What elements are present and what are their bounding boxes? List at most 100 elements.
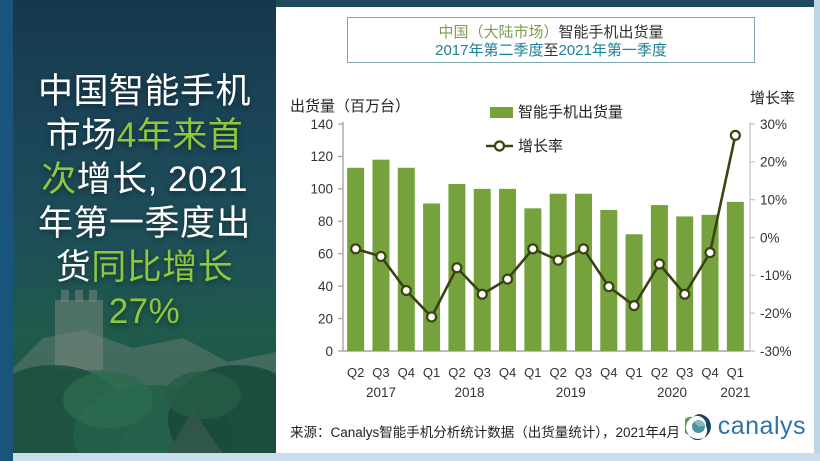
growth-marker-Q1 [425,311,438,323]
growth-marker-Q1 [729,129,741,141]
chart-title-line2: 2017年第二季度至2021年第一季度 [348,42,754,60]
headline-segment: 市场 [45,116,117,155]
bar-Q1 [524,208,542,351]
headline: 中国智能手机 市场4年来首 次增长, 2021 年第一季度出 货同比增长 27% [13,70,276,334]
chart-text: 30% [760,117,787,132]
chart-title-box: 中国（大陆市场）智能手机出货量 2017年第二季度至2021年第一季度 [347,17,755,63]
chart-text: -30% [760,344,792,359]
bar-Q4 [499,188,517,351]
chart-text: Q4 [398,365,415,380]
source-note: 来源：Canalys智能手机分析统计数据（出货量统计），2021年4月 [290,425,681,440]
growth-marker-Q4 [400,284,412,297]
chart-text: 2018 [455,385,485,400]
canalys-globe-icon [684,414,711,440]
headline-segment-accent: 同比增长 [91,248,234,287]
growth-marker-Q1 [628,300,640,312]
headline-segment-accent: 27% [108,292,181,331]
canalys-logo: canalys [684,412,806,441]
legend-bar-swatch [490,107,513,118]
headline-segment-accent: 次 [41,160,77,199]
chart-title-market: 中国（大陆市场） [438,24,559,41]
chart-text: 40 [318,279,333,294]
headline-segment-accent: 4年来首 [116,116,244,155]
top-frame-strip [276,0,814,7]
chart-text: 增长率 [518,138,563,155]
headline-segment: 增长, 2021 [76,160,248,199]
bar-Q4 [701,214,719,351]
chart-text: Q2 [549,365,566,380]
bottom-frame-strip [13,453,820,461]
chart-text: Q2 [448,365,465,380]
growth-marker-Q2 [552,254,564,266]
chart-text: 20% [760,155,787,170]
chart-text: -10% [760,268,792,283]
chart-text: 2017 [366,385,396,400]
headline-segment: 中国智能手机 [37,72,251,111]
chart-text: 140 [310,117,333,132]
chart-text: 2019 [556,385,586,400]
chart-text: Q1 [625,365,642,380]
bar-Q2 [549,193,567,351]
chart-text: -20% [760,306,792,321]
chart-text: 2020 [657,385,687,400]
bar-Q1 [423,203,441,351]
chart-title-period-start: 2017年第二季度 [435,42,544,59]
chart-text: Q3 [575,365,592,380]
headline-segment: 货 [55,248,92,287]
chart-text: 20 [318,311,333,326]
chart-text: Q2 [651,365,668,380]
canalys-wordmark: canalys [717,412,806,440]
chart-text: Q2 [347,365,364,380]
growth-marker-Q2 [653,258,666,270]
chart-text: 出货量（百万台） [290,98,410,115]
chart-text: 120 [310,149,333,164]
bar-Q1 [726,201,744,351]
bar-Q3 [676,216,694,351]
bar-Q3 [473,188,491,351]
chart-panel: 中国（大陆市场）智能手机出货量 2017年第二季度至2021年第一季度 0 20 4… [276,0,820,461]
growth-line [355,135,737,319]
growth-marker-Q3 [375,250,387,263]
chart-text: Q1 [524,365,541,380]
left-accent-stripe [0,0,13,461]
chart-text: Q3 [676,365,693,380]
bar-Q2 [650,205,668,351]
growth-marker-Q3 [679,288,691,300]
chart-text: 0% [760,230,780,245]
headline-segment: 年第一季度出 [37,204,251,243]
chart-title-metric: 智能手机出货量 [558,24,664,41]
shipments-growth-combo-chart: 0 20 40 60 80 100 120 140 -30% -20% -10% 0% 10% 20% 30… [290,90,795,400]
chart-title-period-end: 2021年第一季度 [558,42,667,59]
bar-Q3 [574,193,592,351]
chart-text: 60 [318,247,333,262]
growth-marker-Q1 [527,243,539,255]
chart-text: Q1 [727,365,744,380]
chart-text: 80 [318,214,333,229]
chart-text: Q1 [423,365,440,380]
chart-text: 增长率 [750,90,795,107]
great-wall-photo [13,0,276,461]
chart-text: Q3 [474,365,491,380]
growth-marker-Q2 [451,262,463,274]
chart-text: Q4 [701,365,718,380]
chart-title-to: 至 [543,42,559,59]
bar-Q4 [397,167,415,351]
right-frame-strip [814,0,820,461]
legend-line-marker [493,140,506,152]
chart-text: Q4 [499,365,516,380]
growth-marker-Q3 [577,243,590,255]
bar-Q1 [625,234,643,351]
growth-marker-Q4 [704,247,716,259]
growth-marker-Q4 [501,273,514,285]
bar-Q2 [347,167,365,351]
sidebar: 中国智能手机 市场4年来首 次增长, 2021 年第一季度出 货同比增长 27% [0,0,276,461]
great-wall-scenery-illustration [13,290,276,461]
growth-marker-Q3 [476,288,488,300]
growth-marker-Q4 [603,281,615,293]
chart-text: Q4 [600,365,617,380]
chart-title-line1: 中国（大陆市场）智能手机出货量 [348,24,754,42]
chart-text: 智能手机出货量 [518,103,623,121]
chart-text: Q3 [372,365,389,380]
bar-Q4 [600,209,618,351]
